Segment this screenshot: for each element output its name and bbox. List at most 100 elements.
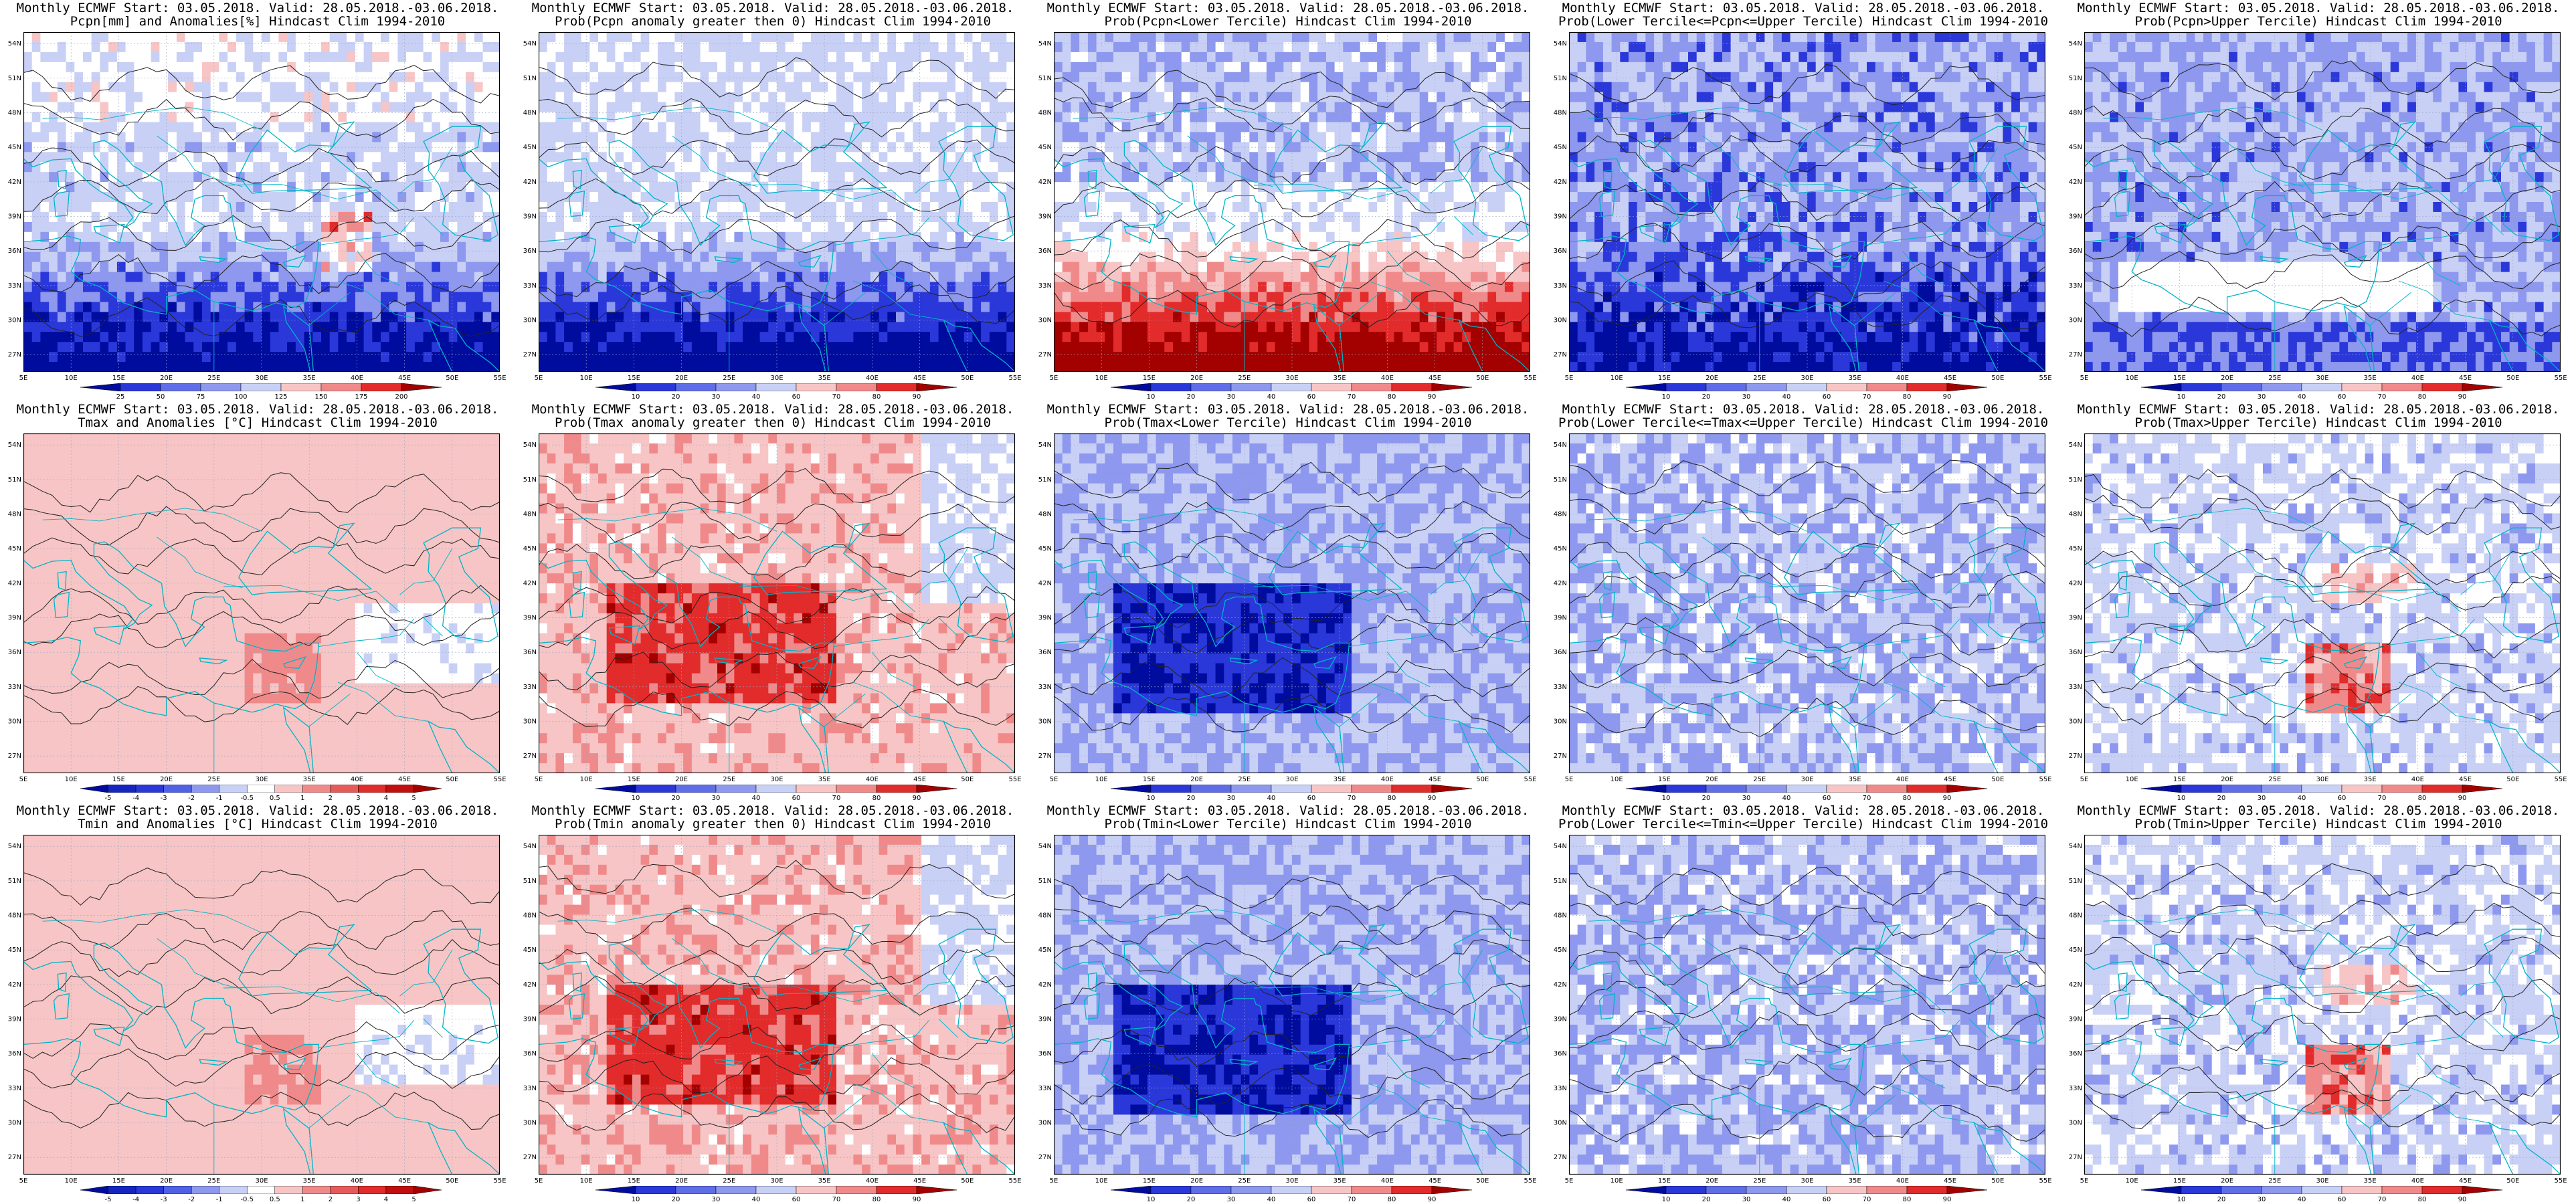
map-plot <box>539 433 1015 773</box>
map-panel: Monthly ECMWF Start: 03.05.2018. Valid: … <box>1030 0 1546 401</box>
lon-tick-label: 50E <box>1476 375 1489 382</box>
map-plot <box>1569 835 2045 1175</box>
lon-tick-label: 10E <box>65 776 78 783</box>
lat-tick-label: 30N <box>523 317 537 324</box>
lat-tick-label: 45N <box>1554 545 1567 553</box>
lon-tick-label: 5E <box>2080 776 2089 783</box>
colorbar-label: 60 <box>792 1196 801 1203</box>
lon-tick-label: 10E <box>2126 375 2138 382</box>
colorbar-label: 90 <box>2458 393 2467 401</box>
lon-tick-label: 10E <box>1611 375 1623 382</box>
colorbar-label: 80 <box>1388 393 1396 401</box>
lat-tick-label: 36N <box>523 649 537 656</box>
lon-tick-label: 50E <box>1476 776 1489 783</box>
colorbar-label: 80 <box>872 795 881 802</box>
lon-tick-label: 55E <box>1524 375 1536 382</box>
panel-title: Monthly ECMWF Start: 03.05.2018. Valid: … <box>515 1 1030 15</box>
lat-tick-label: 36N <box>1554 1050 1567 1058</box>
map-panel: Monthly ECMWF Start: 03.05.2018. Valid: … <box>0 401 515 803</box>
lat-tick-label: 42N <box>1038 580 1052 587</box>
colorbar <box>1111 1184 1472 1192</box>
colorbar-label: 60 <box>2338 393 2347 401</box>
colorbar-label: 0.5 <box>270 1196 280 1203</box>
lat-tick-label: 27N <box>8 1154 21 1161</box>
lat-tick-label: 33N <box>523 1085 537 1092</box>
colorbar-label: 80 <box>1388 795 1396 802</box>
panel-subtitle: Prob(Lower Tercile<=Pcpn<=Upper Tercile)… <box>1546 15 2061 29</box>
lon-tick-label: 10E <box>1095 1177 1108 1185</box>
panel-subtitle: Prob(Tmin<Lower Tercile) Hindcast Clim 1… <box>1030 817 1546 831</box>
lat-tick-label: 45N <box>523 144 537 151</box>
colorbar-label: -1 <box>216 1196 223 1203</box>
lat-tick-label: 54N <box>2069 843 2082 850</box>
colorbar-label: 3 <box>356 1196 360 1203</box>
lat-tick-label: 30N <box>1038 1120 1052 1127</box>
map-panel: Monthly ECMWF Start: 03.05.2018. Valid: … <box>515 401 1030 803</box>
lat-tick-label: 51N <box>8 75 21 82</box>
colorbar-label: 10 <box>2177 393 2186 401</box>
lon-tick-label: 50E <box>1476 1177 1489 1185</box>
lat-tick-label: 54N <box>2069 441 2082 449</box>
colorbar-label: 90 <box>913 795 921 802</box>
colorbar-label: 30 <box>2258 393 2266 401</box>
colorbar-label: 30 <box>2258 1196 2266 1203</box>
lat-tick-label: 30N <box>1554 718 1567 726</box>
map-plot <box>23 433 500 773</box>
colorbar-label: -2 <box>188 1196 195 1203</box>
lat-tick-label: 42N <box>523 179 537 186</box>
colorbar-label: 80 <box>872 393 881 401</box>
lat-tick-label: 27N <box>2069 351 2082 359</box>
colorbar-label: 40 <box>1267 795 1276 802</box>
colorbar-label: 3 <box>356 795 360 802</box>
lon-tick-label: 5E <box>535 375 543 382</box>
colorbar-label: 30 <box>1742 393 1751 401</box>
colorbar <box>1626 1184 1987 1192</box>
colorbar <box>2141 783 2502 791</box>
panel-title: Monthly ECMWF Start: 03.05.2018. Valid: … <box>0 403 515 417</box>
colorbar-label: 70 <box>2378 393 2387 401</box>
lon-tick-label: 10E <box>580 1177 593 1185</box>
lon-tick-label: 50E <box>446 1177 458 1185</box>
map-plot <box>1054 433 1530 773</box>
lat-tick-label: 48N <box>8 912 21 920</box>
panel-subtitle: Prob(Lower Tercile<=Tmin<=Upper Tercile)… <box>1546 817 2061 831</box>
lon-tick-label: 5E <box>1050 776 1059 783</box>
colorbar-label: 60 <box>1823 795 1831 802</box>
lon-tick-label: 50E <box>961 375 974 382</box>
colorbar-label: 30 <box>712 795 721 802</box>
lon-tick-label: 50E <box>1991 1177 2004 1185</box>
lon-tick-label: 5E <box>19 375 28 382</box>
lon-tick-label: 50E <box>446 776 458 783</box>
colorbar-label: 40 <box>2298 1196 2306 1203</box>
lat-tick-label: 54N <box>8 40 21 47</box>
lat-tick-label: 27N <box>2069 1154 2082 1161</box>
colorbar-label: 60 <box>1307 393 1316 401</box>
colorbar-label: 0.5 <box>270 795 280 802</box>
lon-tick-label: 5E <box>1050 375 1059 382</box>
map-panel: Monthly ECMWF Start: 03.05.2018. Valid: … <box>1546 803 2061 1204</box>
panel-title: Monthly ECMWF Start: 03.05.2018. Valid: … <box>2061 403 2576 417</box>
lat-tick-label: 42N <box>523 580 537 587</box>
lat-tick-label: 33N <box>1554 684 1567 691</box>
colorbar-label: 75 <box>197 393 205 401</box>
colorbar-label: 175 <box>355 393 367 401</box>
colorbar-label: 5 <box>411 795 416 802</box>
colorbar-label: 70 <box>832 1196 841 1203</box>
colorbar-label: 70 <box>1348 393 1356 401</box>
panel-title: Monthly ECMWF Start: 03.05.2018. Valid: … <box>0 804 515 818</box>
lat-tick-label: 45N <box>2069 144 2082 151</box>
lon-tick-label: 55E <box>1008 375 1021 382</box>
lat-tick-label: 30N <box>2069 317 2082 324</box>
colorbar-label: 60 <box>1307 795 1316 802</box>
lat-tick-label: 42N <box>523 981 537 989</box>
lat-tick-label: 45N <box>8 545 21 553</box>
lat-tick-label: 27N <box>2069 752 2082 760</box>
lon-tick-label: 10E <box>580 776 593 783</box>
map-plot <box>1054 32 1530 372</box>
lat-tick-label: 51N <box>523 75 537 82</box>
lon-tick-label: 55E <box>2039 375 2051 382</box>
lon-tick-label: 55E <box>493 1177 506 1185</box>
map-panel: Monthly ECMWF Start: 03.05.2018. Valid: … <box>515 0 1030 401</box>
lon-tick-label: 10E <box>65 375 78 382</box>
